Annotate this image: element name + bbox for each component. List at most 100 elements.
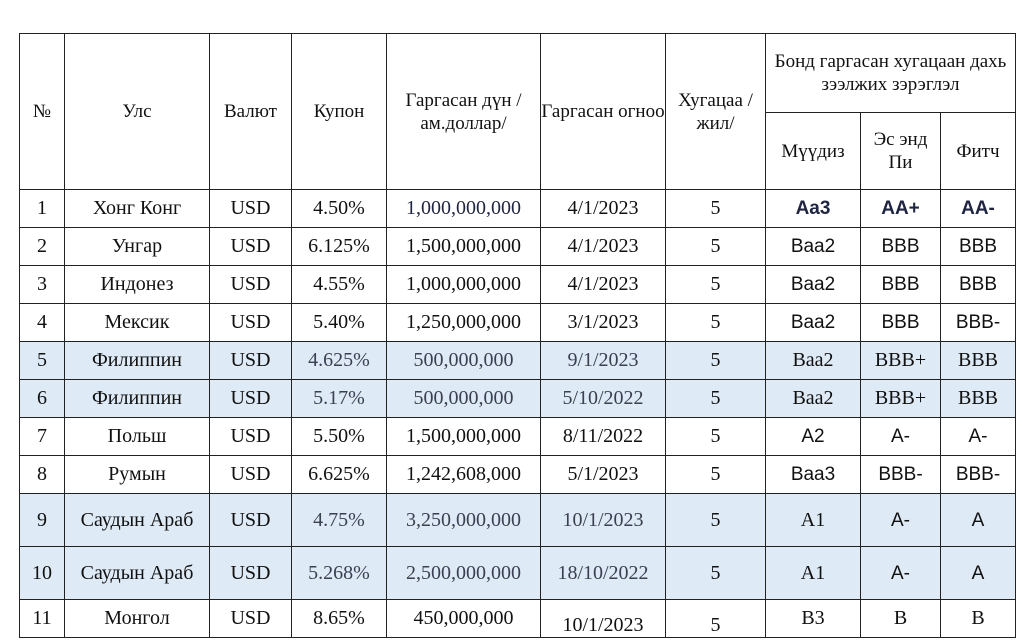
cell-coupon: 5.40%	[291, 303, 387, 342]
cell-num: 1	[19, 189, 65, 228]
cell-coupon: 4.50%	[291, 189, 387, 228]
cell-num: 2	[19, 227, 65, 266]
cell-country: Монгол	[64, 599, 210, 638]
cell-coupon: 4.75%	[291, 493, 387, 547]
cell-term: 5	[665, 227, 766, 266]
cell-amount: 450,000,000	[386, 599, 541, 638]
cell-amount: 1,500,000,000	[386, 417, 541, 456]
cell-date: 18/10/2022	[540, 546, 666, 600]
cell-num: 3	[19, 265, 65, 304]
cell-sp: BBB	[860, 265, 941, 304]
header-currency: Валют	[209, 33, 292, 190]
cell-date: 4/1/2023	[540, 227, 666, 266]
cell-term: 5	[665, 455, 766, 494]
cell-num: 11	[19, 599, 65, 638]
cell-moodys: A1	[765, 546, 861, 600]
cell-fitch: AA-	[940, 189, 1016, 228]
cell-num: 4	[19, 303, 65, 342]
header-num: №	[19, 33, 65, 190]
cell-moodys: Baa2	[765, 341, 861, 380]
header-amount: Гаргасан дүн /ам.доллар/	[386, 33, 541, 190]
cell-country: Филиппин	[64, 379, 210, 418]
cell-moodys: A1	[765, 493, 861, 547]
cell-coupon: 5.50%	[291, 417, 387, 456]
header-country: Улс	[64, 33, 210, 190]
cell-amount: 1,250,000,000	[386, 303, 541, 342]
cell-sp: AA+	[860, 189, 941, 228]
cell-amount: 1,000,000,000	[386, 189, 541, 228]
cell-date: 4/1/2023	[540, 265, 666, 304]
cell-date: 5/10/2022	[540, 379, 666, 418]
table-row: 10 Саудын Араб USD 5.268% 2,500,000,000 18/10…	[19, 546, 1016, 600]
cell-term: 5	[665, 546, 766, 600]
table-row: 4 Мексик USD 5.40% 1,250,000,000 3/1/2023 5 Baa…	[19, 303, 1016, 342]
cell-currency: USD	[209, 265, 292, 304]
cell-moodys: Baa2	[765, 265, 861, 304]
cell-currency: USD	[209, 599, 292, 638]
cell-sp: A-	[860, 493, 941, 547]
cell-coupon: 6.125%	[291, 227, 387, 266]
cell-term: 5	[665, 341, 766, 380]
cell-moodys: Aa3	[765, 189, 861, 228]
cell-country: Мексик	[64, 303, 210, 342]
cell-fitch: BBB	[940, 227, 1016, 266]
cell-amount: 500,000,000	[386, 341, 541, 380]
cell-country: Румын	[64, 455, 210, 494]
cell-date: 4/1/2023	[540, 189, 666, 228]
cell-amount: 2,500,000,000	[386, 546, 541, 600]
cell-country: Индонез	[64, 265, 210, 304]
header-sp: Эс энд Пи	[860, 112, 941, 190]
cell-sp: BBB-	[860, 455, 941, 494]
table-row: 9 Саудын Араб USD 4.75% 3,250,000,000 10/1/20…	[19, 493, 1016, 547]
cell-amount: 1,000,000,000	[386, 265, 541, 304]
cell-coupon: 8.65%	[291, 599, 387, 638]
cell-term: 5	[665, 379, 766, 418]
cell-fitch: BBB-	[940, 455, 1016, 494]
cell-coupon: 6.625%	[291, 455, 387, 494]
table-row: 5 Филиппин USD 4.625% 500,000,000 9/1/2023 5 Ba…	[19, 341, 1016, 380]
cell-num: 10	[19, 546, 65, 600]
cell-term: 5	[665, 493, 766, 547]
header-date: Гаргасан огноо	[540, 33, 666, 190]
table-row: 7 Польш USD 5.50% 1,500,000,000 8/11/2022 5 A2 A…	[19, 417, 1016, 456]
cell-num: 9	[19, 493, 65, 547]
cell-sp: BBB	[860, 303, 941, 342]
header-rating-group: Бонд гаргасан хугацаан дахь зээлжих зэрэ…	[765, 33, 1016, 113]
cell-term: 5	[665, 417, 766, 456]
cell-amount: 1,500,000,000	[386, 227, 541, 266]
table-row: 2 Унгар USD 6.125% 1,500,000,000 4/1/2023 5 Baa…	[19, 227, 1016, 266]
bond-table: № Улс Валют Купон Гаргасан дүн /ам.долла…	[19, 33, 1016, 638]
cell-date: 9/1/2023	[540, 341, 666, 380]
cell-num: 8	[19, 455, 65, 494]
cell-fitch: BBB	[940, 341, 1016, 380]
cell-sp: BBB+	[860, 341, 941, 380]
cell-currency: USD	[209, 341, 292, 380]
header-coupon: Купон	[291, 33, 387, 190]
cell-term: 5	[665, 189, 766, 228]
cell-currency: USD	[209, 189, 292, 228]
cell-currency: USD	[209, 493, 292, 547]
cell-fitch: B	[940, 599, 1016, 638]
cell-amount: 1,242,608,000	[386, 455, 541, 494]
header-term: Хугацаа /жил/	[665, 33, 766, 190]
cell-date: 8/11/2022	[540, 417, 666, 456]
cell-coupon: 4.625%	[291, 341, 387, 380]
cell-sp: A-	[860, 546, 941, 600]
cell-num: 5	[19, 341, 65, 380]
cell-num: 7	[19, 417, 65, 456]
cell-amount: 3,250,000,000	[386, 493, 541, 547]
cell-fitch: BBB	[940, 379, 1016, 418]
cell-term: 5	[665, 599, 766, 638]
header-fitch: Фитч	[940, 112, 1016, 190]
cell-amount: 500,000,000	[386, 379, 541, 418]
cell-num: 6	[19, 379, 65, 418]
cell-currency: USD	[209, 417, 292, 456]
cell-date: 5/1/2023	[540, 455, 666, 494]
cell-coupon: 5.268%	[291, 546, 387, 600]
cell-currency: USD	[209, 546, 292, 600]
table-row: 1 Хонг Конг USD 4.50% 1,000,000,000 4/1/2023 5…	[19, 189, 1016, 228]
cell-moodys: Baa2	[765, 227, 861, 266]
cell-moodys: Baa2	[765, 379, 861, 418]
cell-sp: A-	[860, 417, 941, 456]
cell-country: Унгар	[64, 227, 210, 266]
